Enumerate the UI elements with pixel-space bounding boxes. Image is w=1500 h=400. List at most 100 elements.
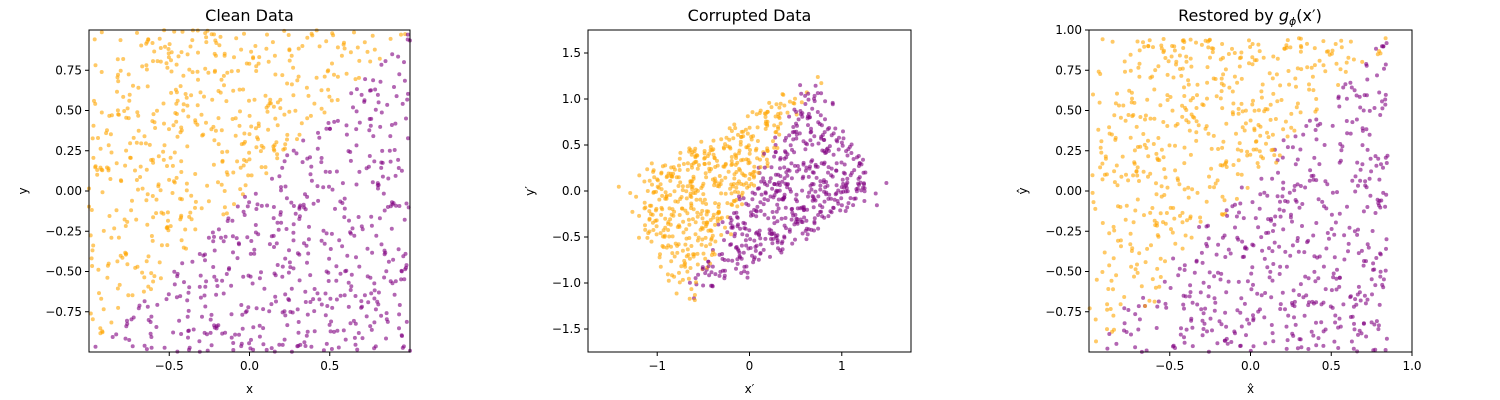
point-class-0 — [300, 44, 305, 48]
point-class-1 — [751, 212, 755, 217]
point-class-0 — [142, 275, 147, 280]
y-tick-label: 0.50 — [1055, 104, 1082, 118]
point-class-1 — [825, 183, 830, 188]
point-class-1 — [186, 329, 191, 333]
point-class-1 — [335, 328, 340, 333]
point-class-1 — [801, 160, 806, 165]
point-class-0 — [1248, 45, 1253, 49]
point-class-1 — [1288, 253, 1293, 258]
y-tick-label: 0.50 — [55, 104, 82, 118]
point-class-1 — [309, 164, 314, 169]
point-class-1 — [381, 191, 386, 196]
point-class-1 — [1348, 131, 1353, 136]
point-class-1 — [279, 220, 284, 225]
point-class-1 — [406, 136, 410, 141]
point-class-0 — [685, 184, 690, 189]
point-class-1 — [1350, 314, 1355, 319]
points-layer — [1087, 36, 1390, 354]
point-class-1 — [1216, 242, 1221, 247]
point-class-1 — [309, 178, 314, 183]
point-class-0 — [329, 98, 334, 103]
point-class-1 — [794, 216, 799, 221]
point-class-1 — [794, 136, 799, 141]
point-class-1 — [123, 336, 128, 341]
point-class-0 — [1321, 63, 1326, 68]
point-class-0 — [723, 175, 728, 180]
point-class-0 — [259, 165, 264, 170]
point-class-0 — [1223, 67, 1228, 72]
y-tick-label: −0.75 — [45, 305, 82, 319]
point-class-0 — [778, 101, 783, 106]
point-class-1 — [370, 250, 375, 255]
point-class-1 — [374, 233, 379, 238]
point-class-0 — [264, 46, 269, 51]
point-class-1 — [275, 220, 280, 225]
point-class-1 — [798, 206, 803, 211]
point-class-0 — [675, 250, 680, 255]
point-class-0 — [1268, 102, 1273, 107]
point-class-1 — [1368, 156, 1373, 161]
point-class-1 — [748, 237, 753, 242]
point-class-1 — [769, 228, 774, 233]
point-class-0 — [1224, 121, 1229, 126]
point-class-0 — [711, 152, 716, 157]
point-class-1 — [1218, 277, 1223, 282]
point-class-1 — [1300, 202, 1305, 206]
point-class-0 — [1182, 145, 1187, 150]
point-class-0 — [1330, 48, 1335, 53]
point-class-1 — [780, 179, 785, 184]
point-class-0 — [135, 110, 140, 115]
point-class-1 — [832, 197, 837, 202]
point-class-0 — [1221, 139, 1226, 144]
point-class-1 — [808, 164, 812, 169]
point-class-1 — [775, 219, 780, 224]
point-class-1 — [1332, 232, 1337, 237]
point-class-1 — [855, 155, 859, 160]
point-class-1 — [1306, 276, 1311, 281]
point-class-1 — [317, 297, 322, 302]
point-class-0 — [254, 69, 259, 73]
point-class-1 — [826, 165, 831, 170]
point-class-1 — [348, 231, 353, 236]
point-class-1 — [1188, 283, 1193, 288]
point-class-0 — [157, 260, 162, 265]
point-class-0 — [99, 30, 104, 35]
point-class-0 — [181, 108, 186, 113]
point-class-1 — [815, 91, 820, 96]
point-class-1 — [396, 166, 401, 170]
point-class-0 — [118, 38, 123, 43]
point-class-0 — [309, 31, 314, 36]
point-class-1 — [180, 261, 185, 266]
point-class-0 — [1108, 307, 1113, 311]
point-class-0 — [740, 190, 745, 195]
point-class-0 — [220, 150, 225, 155]
point-class-0 — [1186, 78, 1191, 83]
point-class-0 — [666, 243, 671, 248]
point-class-0 — [663, 216, 668, 221]
point-class-0 — [317, 44, 322, 49]
point-class-1 — [828, 209, 833, 214]
point-class-1 — [307, 224, 311, 229]
point-class-1 — [312, 329, 317, 334]
point-class-1 — [1270, 331, 1275, 336]
point-class-1 — [327, 256, 332, 261]
point-class-1 — [366, 164, 371, 169]
point-class-0 — [685, 269, 690, 274]
point-class-0 — [686, 276, 691, 281]
point-class-0 — [175, 134, 180, 139]
point-class-1 — [1224, 290, 1229, 295]
point-class-1 — [1384, 246, 1388, 251]
point-class-1 — [283, 313, 288, 318]
point-class-1 — [352, 335, 357, 340]
point-class-0 — [645, 167, 650, 172]
point-class-0 — [772, 123, 777, 128]
point-class-0 — [1109, 132, 1114, 137]
point-class-0 — [1195, 93, 1199, 98]
point-class-1 — [1228, 251, 1233, 256]
point-class-1 — [1285, 199, 1290, 204]
point-class-1 — [212, 248, 217, 253]
point-class-0 — [1265, 130, 1269, 135]
point-class-0 — [1186, 82, 1191, 87]
point-class-0 — [1344, 60, 1349, 65]
point-class-0 — [678, 150, 683, 155]
